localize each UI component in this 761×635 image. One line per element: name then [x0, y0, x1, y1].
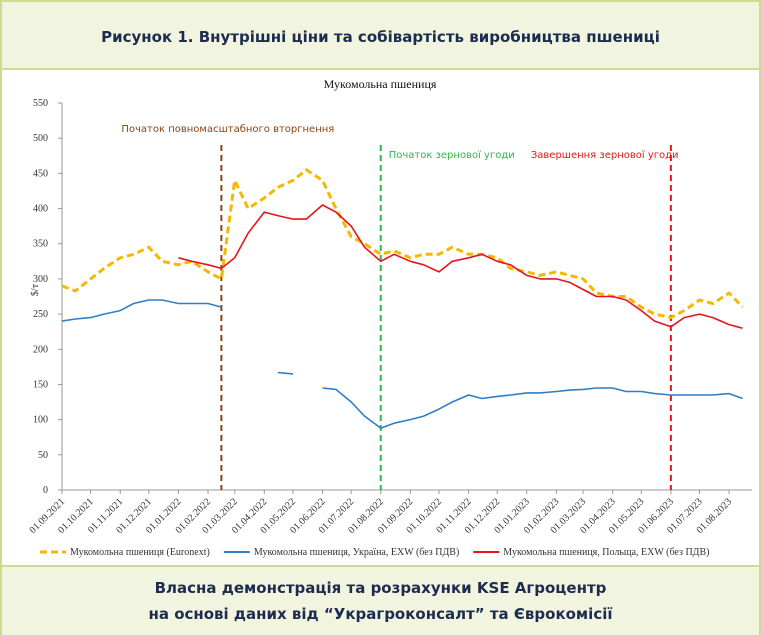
y-tick-label: 500: [33, 133, 48, 144]
y-tick-label: 50: [38, 450, 48, 461]
event-label: Початок повномасштабного вторгнення: [121, 124, 334, 135]
y-tick-label: 250: [33, 309, 48, 320]
y-tick-label: 450: [33, 168, 48, 179]
y-tick-label: 200: [33, 344, 48, 355]
header: Рисунок 1. Внутрішні ціни та собівартіст…: [2, 2, 759, 70]
legend-label: Мукомольна пшениця, Польща, EXW (без ПДВ…: [503, 547, 709, 558]
footer-line: Власна демонстрація та розрахунки KSE Аг…: [154, 579, 607, 597]
chart-title: Мукомольна пшениця: [324, 77, 437, 91]
footer: Власна демонстрація та розрахунки KSE Аг…: [2, 565, 759, 635]
y-tick-label: 300: [33, 274, 48, 285]
y-tick-label: 350: [33, 239, 48, 250]
series-line: [178, 204, 743, 329]
chart: Мукомольна пшениця $/т 0 50 100 150 200 250 30…: [28, 77, 752, 558]
series-line: [61, 299, 743, 429]
series-line: [61, 168, 744, 320]
y-axis-label: $/т: [30, 283, 41, 296]
y-tick-label: 0: [43, 485, 48, 496]
footer-line: на основі даних від “Украгроконсалт” та …: [148, 605, 613, 623]
y-tick-label: 400: [33, 204, 48, 215]
y-tick-label: 100: [33, 415, 48, 426]
header-title: Рисунок 1. Внутрішні ціни та собівартіст…: [101, 28, 660, 46]
legend-label: Мукомольна пшениця (Euronext): [70, 547, 210, 558]
y-tick-label: 550: [33, 98, 48, 109]
y-tick-label: 150: [33, 379, 48, 390]
event-label: Завершення зернової угоди: [531, 150, 679, 161]
legend-label: Мукомольна пшениця, Україна, EXW (без ПД…: [254, 547, 459, 558]
event-label: Початок зернової угоди: [389, 150, 515, 161]
